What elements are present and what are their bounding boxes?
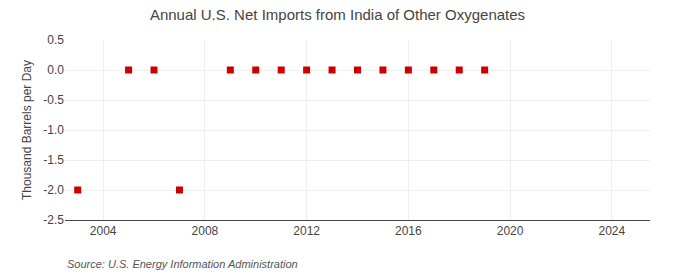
svg-text:2016: 2016 <box>395 224 422 238</box>
svg-text:0.0: 0.0 <box>47 63 64 77</box>
svg-text:-1.0: -1.0 <box>43 123 64 137</box>
svg-text:2024: 2024 <box>598 224 625 238</box>
svg-text:-0.5: -0.5 <box>43 93 64 107</box>
svg-text:Annual U.S. Net Imports from I: Annual U.S. Net Imports from India of Ot… <box>150 6 525 23</box>
svg-text:Thousand Barrels per Day: Thousand Barrels per Day <box>20 60 34 200</box>
svg-text:2008: 2008 <box>192 224 219 238</box>
svg-text:2004: 2004 <box>90 224 117 238</box>
svg-text:2012: 2012 <box>293 224 320 238</box>
svg-text:0.5: 0.5 <box>47 33 64 47</box>
svg-text:2020: 2020 <box>497 224 524 238</box>
svg-text:-1.5: -1.5 <box>43 153 64 167</box>
svg-text:-2.0: -2.0 <box>43 183 64 197</box>
svg-text:-2.5: -2.5 <box>43 213 64 227</box>
svg-text:Source: U.S. Energy Informatio: Source: U.S. Energy Information Administ… <box>67 258 298 270</box>
